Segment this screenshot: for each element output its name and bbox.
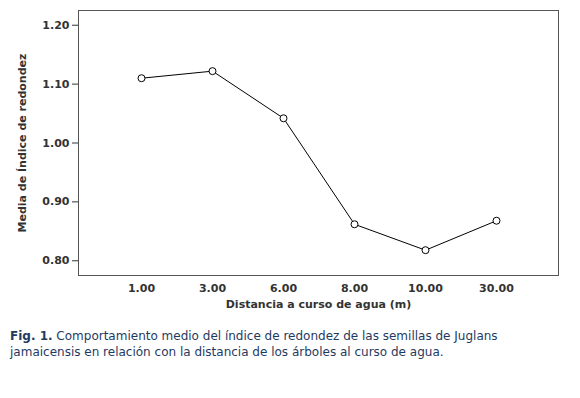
svg-text:10.00: 10.00 [408, 282, 443, 295]
svg-text:Media de Índice de redondez: Media de Índice de redondez [16, 54, 29, 233]
svg-text:1.10: 1.10 [42, 78, 69, 91]
svg-text:0.80: 0.80 [42, 254, 69, 267]
svg-text:1.20: 1.20 [42, 19, 69, 32]
svg-text:Distancia a curso de agua (m): Distancia a curso de agua (m) [226, 298, 412, 311]
svg-text:30.00: 30.00 [479, 282, 514, 295]
svg-text:3.00: 3.00 [199, 282, 226, 295]
svg-text:0.90: 0.90 [42, 195, 69, 208]
html-text:Fig. 1. Comportamiento medio d: Fig. 1. Comportamiento medio del índice … [10, 329, 498, 359]
svg-text:8.00: 8.00 [341, 282, 368, 295]
svg-text:1.00: 1.00 [42, 137, 69, 150]
svg-text:1.00: 1.00 [128, 282, 155, 295]
svg-text:6.00: 6.00 [270, 282, 297, 295]
